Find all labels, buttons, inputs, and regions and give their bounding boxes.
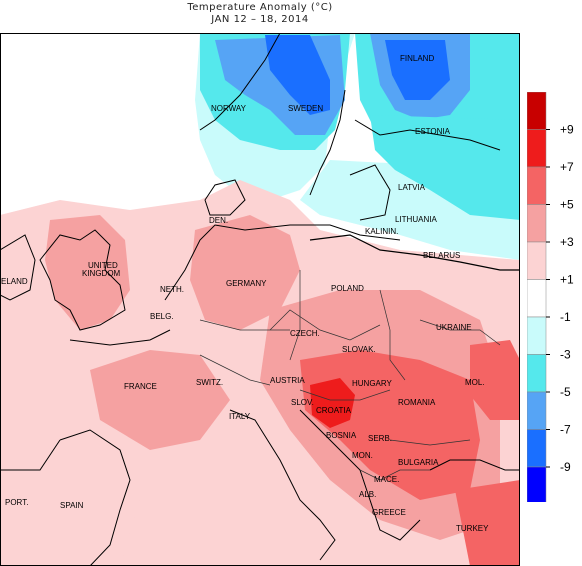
legend-tick-label: +5 [560,198,574,212]
legend-ticks: +9 +7 +5 +3 +1 -1 -3 -5 -7 -9 [546,123,574,474]
country-labels: FINLAND NORWAY SWEDEN ESTONIA LATVIA LIT… [1,54,489,533]
label-bosnia: BOSNIA [326,431,357,440]
label-sweden: SWEDEN [288,104,323,113]
zero-contour-line [309,234,520,271]
moldova-hot-zone [470,340,520,420]
legend-swatch [527,391,547,430]
legend-tick-label: +9 [560,123,574,137]
label-montenegro: MON. [352,451,373,460]
label-slovakia: SLOVAK. [342,345,376,354]
legend-tick-label: -5 [560,385,571,399]
legend-swatch [527,466,547,502]
label-greece: GREECE [372,508,406,517]
label-france: FRANCE [124,382,157,391]
label-hungary: HUNGARY [352,379,393,388]
germany-warm-zone [190,215,300,330]
label-italy: ITALY [229,412,251,421]
label-kaliningrad: KALININ. [365,227,398,236]
label-ireland: ELAND [1,277,28,286]
legend-swatch [527,204,547,243]
label-estonia: ESTONIA [415,127,451,136]
iberia-region [0,460,140,566]
color-legend: +9 +7 +5 +3 +1 -1 -3 -5 -7 -9 [527,92,574,502]
label-switzerland: SWITZ. [196,378,223,387]
legend-tick-label: +3 [560,235,574,249]
legend-swatch [527,241,547,280]
legend-tick-label: +1 [560,273,574,287]
legend-swatch [527,166,547,205]
label-norway: NORWAY [211,104,247,113]
label-austria: AUSTRIA [270,376,305,385]
map-title: Temperature Anomaly (°C) [187,2,333,13]
label-macedonia: MACE. [374,475,399,484]
label-spain: SPAIN [60,501,84,510]
legend-tick-label: -1 [560,310,571,324]
label-slovenia: SLOV. [291,398,314,407]
legend-tick-label: -3 [560,348,571,362]
country-borders [199,270,501,481]
turkey-hot-zone [455,480,520,566]
legend-swatches [527,92,547,502]
label-netherlands: NETH. [160,285,184,294]
label-kingdom: KINGDOM [82,269,121,278]
label-lithuania: LITHUANIA [395,215,437,224]
legend-tick-label: -9 [560,460,571,474]
map-period: JAN 12 – 18, 2014 [211,14,309,25]
temperature-anomaly-map: FINLAND NORWAY SWEDEN ESTONIA LATVIA LIT… [0,33,520,566]
label-poland: POLAND [331,284,364,293]
coastlines [0,33,520,566]
label-turkey: TURKEY [456,524,489,533]
label-germany: GERMANY [226,279,267,288]
legend-swatch [527,316,547,355]
legend-swatch [527,129,547,168]
label-czech: CZECH. [290,329,320,338]
label-united: UNITED [88,261,118,270]
label-belarus: BELARUS [423,251,460,260]
croatia-hottest [310,378,355,428]
label-denmark: DEN. [209,216,228,225]
legend-swatch [527,92,547,130]
finland-coldest [385,40,450,100]
estonia-cold [370,115,520,220]
legend-tick-label: -7 [560,423,571,437]
label-romania: ROMANIA [398,398,436,407]
label-belgium: BELG. [150,312,174,321]
label-portugal: PORT. [5,498,28,507]
label-ukraine: UKRAINE [436,323,472,332]
label-croatia: CROATIA [316,406,352,415]
label-latvia: LATVIA [398,183,426,192]
label-serbia: SERB. [368,434,392,443]
legend-tick-label: +7 [560,160,574,174]
label-finland: FINLAND [400,54,434,63]
legend-swatch [527,279,547,318]
legend-swatch [527,354,547,393]
legend-swatch [527,429,547,468]
france-warm-zone [90,350,230,450]
sweden-coldest [265,35,330,115]
label-bulgaria: BULGARIA [398,458,439,467]
label-moldova: MOL. [465,378,485,387]
label-albania: ALB. [359,490,376,499]
